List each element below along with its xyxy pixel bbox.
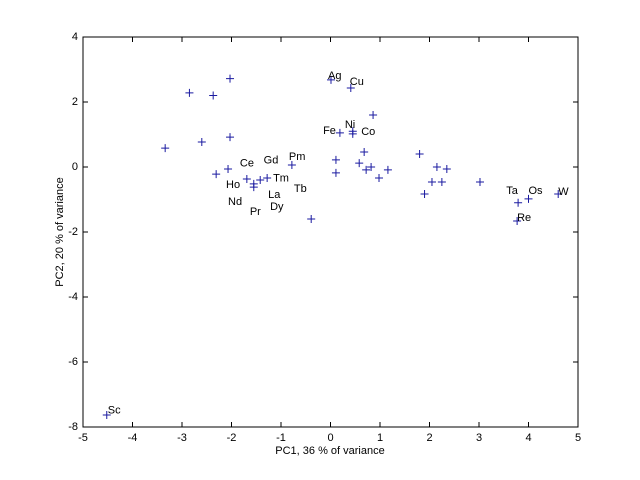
annotation: Re (517, 212, 531, 224)
point (437, 177, 446, 186)
point (383, 165, 392, 174)
annotation: La (268, 189, 281, 201)
x-tick-label: -5 (78, 432, 88, 444)
x-tick-label: 5 (575, 432, 581, 444)
point (263, 174, 272, 183)
y-axis-label: PC2, 20 % of variance (54, 177, 66, 286)
annotation: Ce (240, 158, 254, 170)
point (432, 163, 441, 171)
point (554, 189, 563, 198)
point (226, 74, 235, 83)
point (242, 175, 251, 184)
point (355, 159, 364, 168)
point (367, 163, 376, 171)
point (415, 150, 424, 158)
point (348, 129, 357, 138)
point (335, 128, 344, 137)
annotation: Dy (270, 201, 284, 213)
point (307, 215, 316, 223)
annotation: Pr (250, 206, 261, 218)
point (346, 84, 355, 93)
x-tick-label: 3 (476, 432, 482, 444)
annotation: Ag (328, 70, 341, 82)
annotation: Gd (264, 154, 279, 166)
point (212, 170, 221, 179)
x-tick-label: 0 (327, 432, 333, 444)
y-tick-label: -4 (68, 291, 78, 303)
point (161, 144, 170, 153)
y-tick-label: 2 (72, 96, 78, 108)
point (362, 165, 371, 174)
y-tick-label: 0 (72, 161, 78, 173)
point (513, 216, 522, 225)
point (224, 164, 233, 173)
point (475, 177, 484, 186)
annotation: Pm (289, 151, 306, 163)
annotation: Sc (108, 405, 121, 417)
point (249, 183, 258, 192)
y-tick-label: -8 (68, 421, 78, 433)
annotation: Tb (294, 183, 307, 195)
annotation: Ho (226, 179, 240, 191)
point (287, 161, 296, 170)
annotation: Co (361, 126, 375, 138)
point (375, 174, 384, 183)
x-tick-label: 1 (377, 432, 383, 444)
point (331, 155, 340, 164)
point (326, 75, 335, 84)
y-tick-label: 4 (72, 31, 78, 43)
point (197, 137, 206, 146)
point (524, 194, 533, 203)
x-tick-label: -3 (177, 432, 187, 444)
point (514, 198, 523, 207)
annotation: Fe (323, 125, 336, 137)
point (102, 410, 111, 419)
x-tick-label: 4 (525, 432, 531, 444)
point (360, 148, 369, 157)
y-tick-label: -6 (68, 356, 78, 368)
point (209, 91, 218, 100)
point (331, 168, 340, 177)
annotation: W (558, 186, 569, 198)
x-tick-label: -4 (128, 432, 138, 444)
annotation: Cu (350, 76, 364, 88)
y-tick-label: -2 (68, 226, 78, 238)
annotation: Nd (228, 196, 242, 208)
point (185, 88, 194, 97)
point (427, 177, 436, 186)
x-tick-label: -1 (276, 432, 286, 444)
x-tick-label: -2 (227, 432, 237, 444)
point (369, 111, 378, 119)
annotation: Ni (345, 119, 355, 131)
x-axis-label: PC1, 36 % of variance (275, 445, 384, 457)
point (226, 133, 235, 142)
point (442, 164, 451, 173)
annotation: Tm (273, 172, 289, 184)
annotation: Ta (506, 185, 518, 197)
x-tick-label: 2 (426, 432, 432, 444)
point (256, 176, 265, 184)
annotation: Os (529, 185, 544, 197)
point (420, 189, 429, 198)
